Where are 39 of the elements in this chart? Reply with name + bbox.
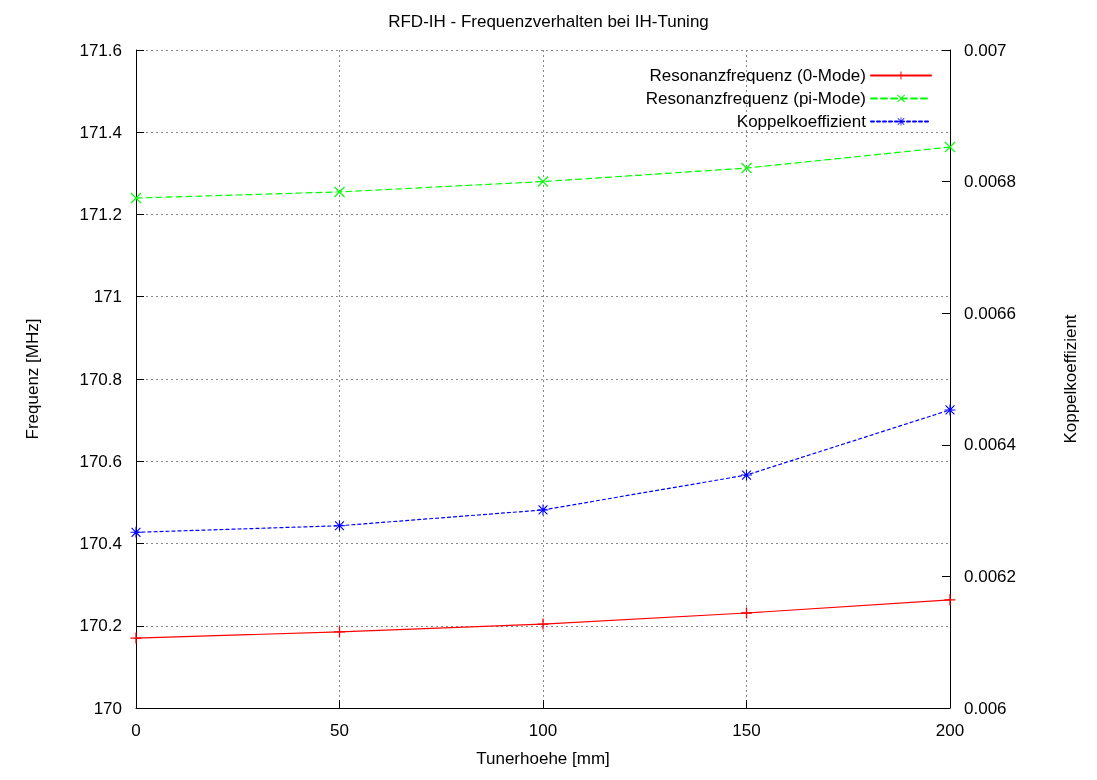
point xyxy=(944,404,956,416)
y2-tick-label: 0.0064 xyxy=(964,435,1016,455)
y-tick-label: 170.8 xyxy=(79,369,122,389)
x-tick-label: 0 xyxy=(131,721,141,740)
y-tick-label: 170.6 xyxy=(79,451,122,471)
x-tick-label: 200 xyxy=(935,721,965,740)
y-tick-label: 170.4 xyxy=(79,534,122,553)
y-tick-label: 170 xyxy=(93,698,122,718)
y2-tick-label: 0.006 xyxy=(964,698,1007,718)
x-tick-label: 100 xyxy=(528,721,558,740)
y2-axis-title: Koppelkoeffizient xyxy=(1061,314,1080,444)
y-tick-label: 171 xyxy=(93,287,122,307)
point xyxy=(130,526,142,538)
y2-tick-label: 0.0068 xyxy=(964,172,1016,192)
point xyxy=(130,632,142,644)
legend-label: Koppelkoeffizient xyxy=(736,112,867,131)
x-axis-title: Tunerhoehe [mm] xyxy=(476,749,610,768)
chart-title: RFD-IH - Frequenzverhalten bei IH-Tuning xyxy=(388,12,709,31)
point xyxy=(537,504,549,516)
y-tick-label: 171.4 xyxy=(79,122,122,142)
y-tick-label: 171.6 xyxy=(79,40,122,60)
point xyxy=(334,186,345,198)
point xyxy=(741,469,752,481)
y2-tick-label: 0.007 xyxy=(964,40,1007,60)
y-tick-label: 171.2 xyxy=(79,205,122,224)
point xyxy=(741,607,752,619)
y-tick-label: 170.2 xyxy=(79,616,122,636)
y-axis-title: Frequenz [MHz] xyxy=(23,318,42,440)
x-tick-label: 50 xyxy=(330,721,349,740)
point xyxy=(944,594,956,606)
point xyxy=(741,162,752,174)
x-tick-label: 150 xyxy=(732,721,761,740)
point xyxy=(537,618,549,630)
point xyxy=(334,626,345,638)
legend-label: Resonanzfrequenz (0-Mode) xyxy=(649,66,866,85)
y2-tick-label: 0.0066 xyxy=(964,303,1016,323)
legend-label: Resonanzfrequenz (pi-Mode) xyxy=(645,89,866,108)
y2-tick-label: 0.0062 xyxy=(964,566,1016,586)
point xyxy=(537,176,549,188)
